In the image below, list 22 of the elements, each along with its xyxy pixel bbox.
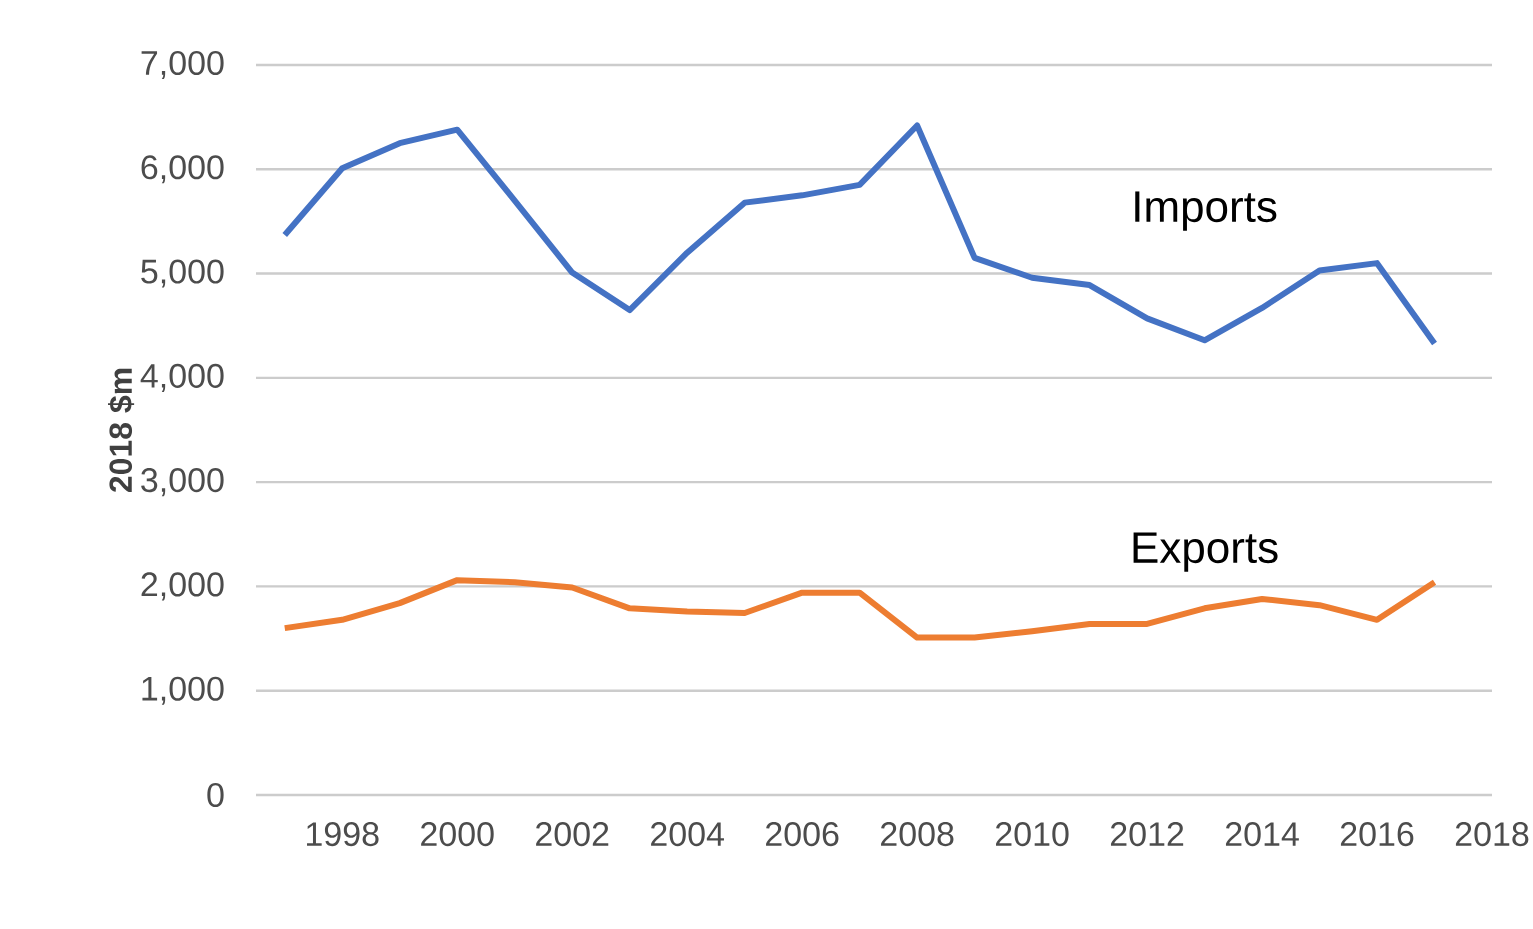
y-tick-label: 0 xyxy=(207,782,224,808)
y-tick-label: 5,000 xyxy=(141,259,224,288)
y-axis-title: 2018 $m xyxy=(108,368,135,493)
x-tick-label: 1998 xyxy=(307,822,379,847)
x-tick-label: 2002 xyxy=(536,822,609,847)
series-label: Imports xyxy=(1135,191,1277,231)
y-tick-label: 2,000 xyxy=(141,572,224,601)
x-tick-label: 2004 xyxy=(651,822,724,847)
x-tick-label: 2012 xyxy=(1110,822,1184,847)
y-tick-label: 3,000 xyxy=(141,468,224,497)
series-label: Exports xyxy=(1133,532,1278,572)
x-tick-label: 2018 xyxy=(1455,822,1529,847)
x-tick-label: 2016 xyxy=(1340,822,1414,847)
x-tick-label: 2008 xyxy=(881,822,954,847)
y-tick-label: 4,000 xyxy=(140,363,224,392)
x-tick-label: 2006 xyxy=(766,822,839,847)
x-tick-label: 2000 xyxy=(421,822,494,847)
y-tick-label: 1,000 xyxy=(142,676,224,705)
x-tick-label: 2014 xyxy=(1225,822,1299,847)
x-tick-label: 2010 xyxy=(996,822,1069,847)
y-tick-label: 7,000 xyxy=(141,50,224,80)
y-tick-label: 6,000 xyxy=(141,155,224,184)
